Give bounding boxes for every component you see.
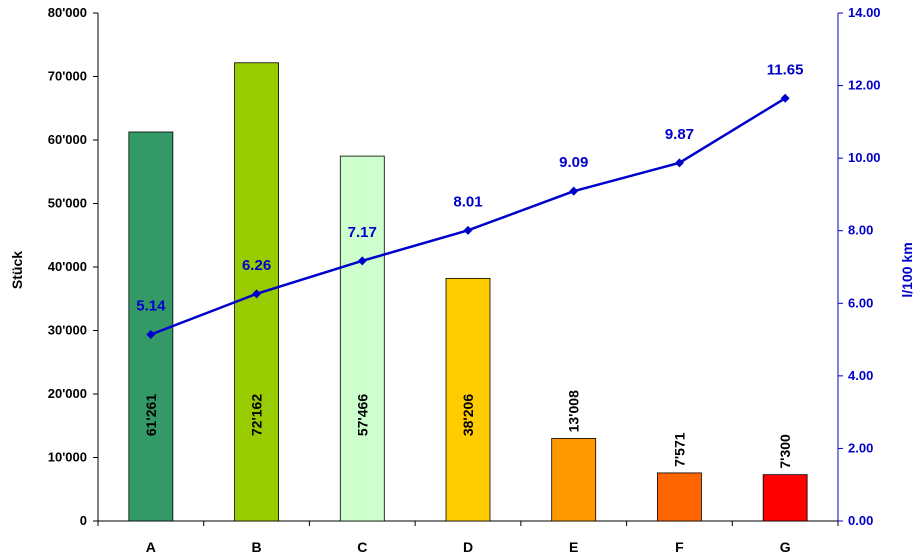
y2-tick-label: 2.00: [848, 440, 873, 455]
line-point-G: [780, 93, 790, 103]
bar-label-C: 57'466: [354, 394, 370, 436]
line-label-G: 11.65: [767, 61, 804, 78]
y-tick-label: 70'000: [48, 69, 87, 84]
x-tick-label: E: [569, 539, 578, 555]
axis-titles: Stück l/100 km: [9, 242, 915, 297]
line-value-labels: 5.14 6.26 7.17 8.01 9.09 9.87 11.65: [136, 61, 803, 314]
bar-E: [551, 437, 597, 522]
bar-label-A: 61'261: [143, 394, 159, 436]
line-series: [146, 93, 790, 339]
bar-G: [762, 474, 808, 522]
line-label-A: 5.14: [136, 297, 166, 314]
bar-series: [128, 62, 808, 522]
y-tick-label: 0: [80, 513, 87, 528]
bar-label-D: 38'206: [460, 394, 476, 436]
y2-tick-label: 14.00: [848, 5, 881, 20]
line-point-B: [252, 289, 262, 299]
line-label-B: 6.26: [242, 257, 271, 274]
line-point-A: [146, 329, 156, 339]
bar-F: [657, 472, 702, 522]
y2-tick-label: 6.00: [848, 295, 873, 310]
bar-label-F: 7'571: [671, 432, 687, 467]
y-tick-label: 60'000: [48, 132, 87, 147]
x-tick-label: G: [780, 539, 791, 555]
line-point-D: [463, 225, 473, 235]
y-tick-label: 80'000: [48, 5, 87, 20]
line-label-E: 9.09: [559, 154, 588, 171]
line-point-F: [674, 158, 684, 168]
x-tick-label: D: [463, 539, 473, 555]
y2-tick-label: 12.00: [848, 78, 881, 93]
x-tick-label: C: [357, 539, 367, 555]
y2-tick-label: 4.00: [848, 368, 873, 383]
bar-label-B: 72'162: [249, 394, 265, 436]
y2-tick-label: 10.00: [848, 150, 881, 165]
bar-C: [339, 155, 385, 522]
bar-label-E: 13'008: [566, 390, 582, 432]
line-point-C: [357, 256, 367, 266]
bar-A: [128, 131, 174, 522]
chart-axes: 0 10'000 20'000 30'000 40'000 50'000 60'000 70'…: [48, 5, 881, 555]
y-tick-label: 40'000: [48, 259, 87, 274]
line-label-C: 7.17: [348, 224, 377, 241]
x-tick-label: A: [146, 539, 156, 555]
y2-tick-label: 0.00: [848, 513, 873, 528]
x-tick-label: B: [252, 539, 262, 555]
y-tick-label: 10'000: [48, 450, 87, 465]
y2-axis-title: l/100 km: [899, 242, 915, 297]
bar-D: [445, 277, 491, 522]
y-tick-label: 30'000: [48, 323, 87, 338]
bar-value-labels: 61'261 72'162 57'466 38'206 13'008 7'571 7'300: [143, 390, 793, 469]
line-label-D: 8.01: [453, 193, 482, 210]
line-point-E: [569, 186, 579, 196]
x-tick-label: F: [675, 539, 684, 555]
line-label-F: 9.87: [665, 126, 694, 143]
y-tick-label: 20'000: [48, 386, 87, 401]
y-axis-title: Stück: [9, 251, 25, 289]
y2-tick-label: 8.00: [848, 223, 873, 238]
bar-label-G: 7'300: [777, 434, 793, 469]
y-tick-label: 50'000: [48, 196, 87, 211]
